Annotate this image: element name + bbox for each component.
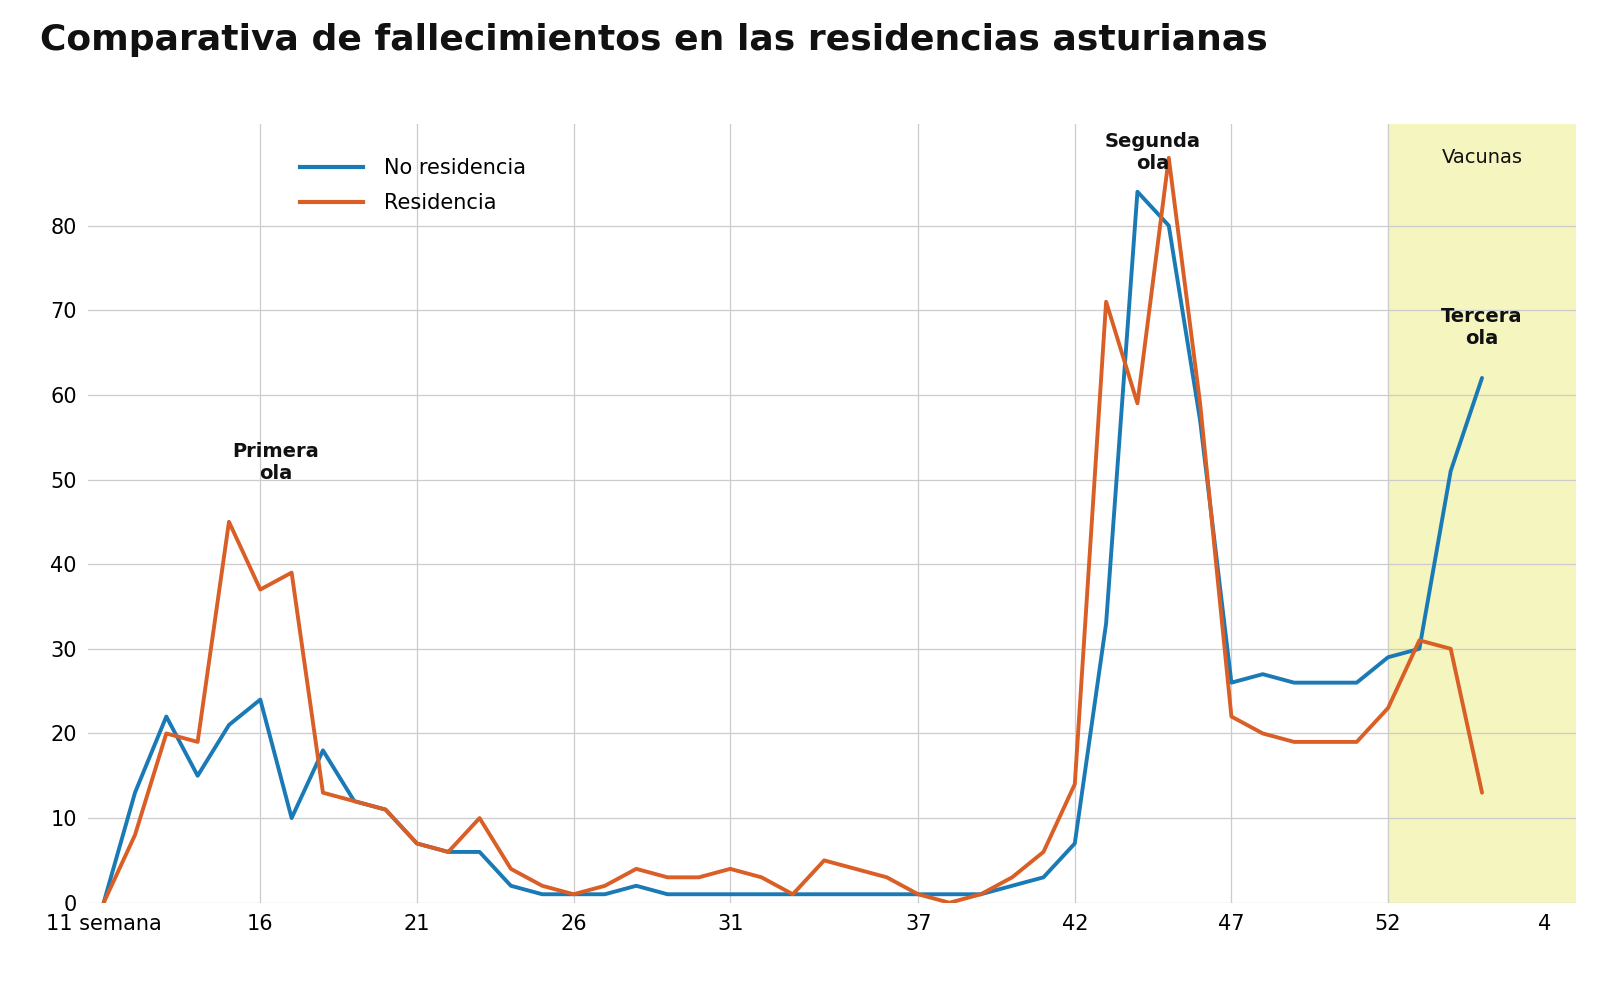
Text: Vacunas: Vacunas (1442, 149, 1523, 168)
Legend: No residencia, Residencia: No residencia, Residencia (291, 150, 534, 221)
Text: Comparativa de fallecimientos en las residencias asturianas: Comparativa de fallecimientos en las res… (40, 23, 1267, 57)
Bar (1389, 124, 1576, 903)
Text: Segunda
ola: Segunda ola (1106, 133, 1202, 174)
Text: Primera
ola: Primera ola (232, 442, 320, 483)
Text: Tercera
ola: Tercera ola (1442, 307, 1523, 347)
